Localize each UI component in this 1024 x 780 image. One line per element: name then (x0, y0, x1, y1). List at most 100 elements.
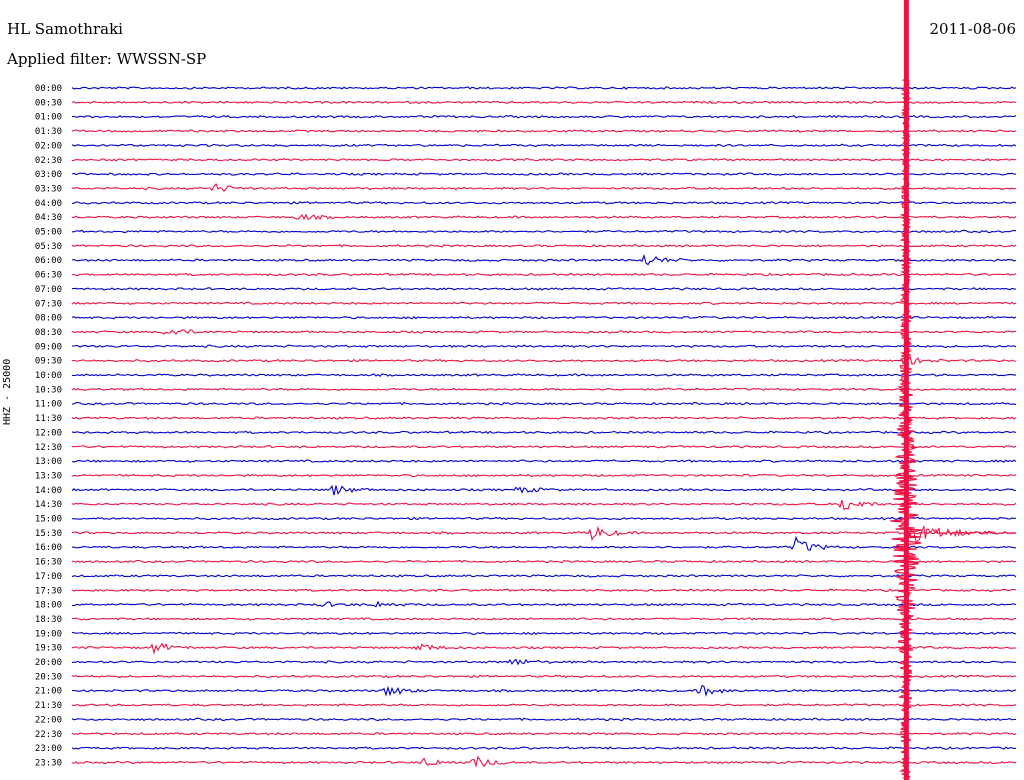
trace-row (71, 172, 1017, 176)
trace-row (71, 717, 1016, 722)
trace-row (71, 731, 1017, 736)
time-label: 15:30 (35, 529, 62, 539)
time-label: 20:00 (35, 658, 62, 668)
trace-row (71, 755, 1017, 768)
trace-row (71, 459, 1017, 463)
time-label: 17:30 (35, 586, 62, 596)
time-label: 16:00 (35, 543, 62, 553)
trace-row (71, 642, 1017, 656)
trace-row (71, 559, 1017, 564)
trace-row (71, 329, 1017, 335)
time-label: 09:00 (35, 342, 62, 352)
time-label: 09:30 (35, 357, 62, 367)
trace-row (71, 416, 1017, 420)
time-label: 14:30 (35, 500, 62, 510)
time-label: 15:00 (35, 515, 62, 525)
trace-row (71, 387, 1017, 392)
time-label: 20:30 (35, 672, 62, 682)
trace-row (71, 114, 1017, 119)
time-label: 08:00 (35, 314, 62, 324)
trace-row (71, 183, 1017, 192)
time-label: 04:30 (35, 213, 62, 223)
time-label: 12:00 (35, 428, 62, 438)
trace-row (71, 201, 1017, 205)
trace-row (71, 129, 1017, 133)
time-label: 17:00 (35, 572, 62, 582)
trace-row (71, 157, 1017, 162)
time-label: 05:30 (35, 242, 62, 252)
trace-row (71, 631, 1017, 636)
time-label: 23:00 (35, 744, 62, 754)
time-label: 06:30 (35, 271, 62, 281)
trace-row (71, 617, 1017, 621)
time-label: 13:00 (35, 457, 62, 467)
trace-row (71, 287, 1017, 291)
time-label: 00:30 (35, 98, 62, 108)
trace-row (71, 499, 1017, 511)
time-label: 06:00 (35, 256, 62, 266)
major-event-coda (890, 77, 923, 780)
time-label: 02:30 (35, 156, 62, 166)
trace-row (71, 588, 1017, 593)
trace-row (71, 484, 1017, 496)
trace-row (71, 355, 1017, 365)
time-label: 10:00 (35, 371, 62, 381)
trace-row (71, 301, 1017, 306)
trace-row (71, 703, 1017, 707)
time-label: 13:30 (35, 471, 62, 481)
time-label: 02:00 (35, 141, 62, 151)
time-label: 14:00 (35, 486, 62, 496)
time-label: 22:00 (35, 715, 62, 725)
trace-row (71, 525, 1017, 541)
time-label: 23:30 (35, 758, 62, 768)
time-label: 19:00 (35, 629, 62, 639)
trace-row (72, 373, 1017, 377)
trace-row (71, 674, 1017, 679)
time-label: 08:30 (35, 328, 62, 338)
trace-row (71, 315, 1017, 320)
time-label: 04:00 (35, 199, 62, 209)
trace-row (72, 344, 1017, 349)
trace-row (71, 86, 1017, 90)
trace-row (71, 574, 1017, 578)
trace-row (71, 243, 1017, 248)
time-label: 01:30 (35, 127, 62, 137)
time-label: 18:00 (35, 601, 62, 611)
major-event-tail (905, 525, 1016, 544)
time-label: 22:30 (35, 730, 62, 740)
trace-row (72, 229, 1017, 234)
time-label: 19:30 (35, 644, 62, 654)
trace-row (72, 658, 1017, 666)
filter-label: Applied filter: WWSSN-SP (7, 50, 207, 68)
time-label: 03:00 (35, 170, 62, 180)
time-label: 11:00 (35, 400, 62, 410)
time-label: 18:30 (35, 615, 62, 625)
trace-row (71, 272, 1017, 277)
trace-row (71, 401, 1017, 406)
time-label: 07:30 (35, 299, 62, 309)
time-label: 21:30 (35, 701, 62, 711)
time-label: 16:30 (35, 558, 62, 568)
trace-row (71, 746, 1017, 750)
station-name: HL Samothraki (7, 20, 123, 38)
trace-row (71, 253, 1017, 266)
trace-row (71, 684, 1017, 697)
date-label: 2011-08-06 (929, 20, 1016, 38)
time-label: 07:00 (35, 285, 62, 295)
trace-row (71, 213, 1017, 221)
time-label: 01:00 (35, 113, 62, 123)
time-label: 10:30 (35, 385, 62, 395)
trace-row (71, 516, 1017, 521)
trace-row (71, 473, 1017, 478)
time-label: 00:00 (35, 84, 62, 94)
time-label: 12:30 (35, 443, 62, 453)
trace-row (71, 445, 1017, 449)
trace-row (71, 430, 1017, 435)
time-label: 11:30 (35, 414, 62, 424)
trace-row (71, 143, 1017, 148)
time-label: 05:00 (35, 228, 62, 238)
trace-row (71, 100, 1017, 105)
time-label: 03:30 (35, 184, 62, 194)
trace-row (71, 600, 1017, 608)
